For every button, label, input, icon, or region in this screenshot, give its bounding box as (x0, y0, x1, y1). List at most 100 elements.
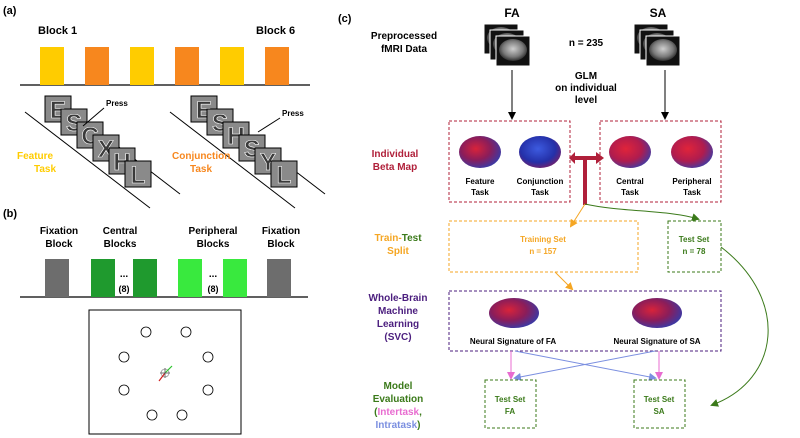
intratask-line: Intratask) (375, 420, 420, 431)
task-block (175, 47, 199, 85)
beta-feature-2: Task (471, 188, 489, 197)
target-circle (140, 326, 152, 338)
target-circle (146, 409, 158, 421)
peripheral-blocks-label-a: Peripheral (189, 226, 238, 237)
beta-central-1: Central (616, 177, 644, 186)
test-fa-label-2: FA (505, 407, 515, 416)
beta-feature-1: Feature (466, 177, 495, 186)
peripheral-ellipsis: ... (209, 269, 218, 280)
target-circle (202, 384, 214, 396)
conjunction-task-label-1: Conjunction (172, 151, 230, 162)
target-circle (118, 351, 130, 363)
panel-a-label: (a) (3, 5, 17, 17)
peripheral-beta-brain (671, 136, 713, 168)
split-label-2: Split (387, 246, 409, 257)
test-sa-label-2: SA (653, 407, 664, 416)
peripheral-block-last (223, 259, 247, 297)
sa-mri-stack (633, 23, 681, 67)
mri-brain-slice (649, 39, 677, 61)
split-label-1: Train-Test (374, 233, 422, 244)
split-test-text: Test (402, 233, 422, 244)
task-block (130, 47, 154, 85)
task-block (265, 47, 289, 85)
central-block-first (91, 259, 115, 297)
target-circle (118, 384, 130, 396)
panel-c-label: (c) (338, 13, 352, 25)
central-beta-brain (609, 136, 651, 168)
peripheral-targets (118, 326, 214, 421)
sa-beta-box (599, 120, 722, 203)
intertask-text: Intertask (377, 407, 419, 418)
test-fa-label-1: Test Set (495, 395, 526, 404)
preprocessed-label-1: Preprocessed (371, 31, 437, 42)
glm-label-1: GLM (575, 71, 597, 82)
peripheral-blocks-label-b: Blocks (197, 239, 230, 250)
fixation-block-label-2a: Fixation (262, 226, 300, 237)
training-to-ml-arrow (554, 271, 574, 291)
beta-peripheral-2: Task (683, 188, 701, 197)
letter-card-glyph: L (131, 162, 146, 189)
conjunction-task-label-2: Task (190, 164, 212, 175)
fixation-block-1 (45, 259, 69, 297)
test-fa-box (484, 379, 537, 429)
target-circle (202, 351, 214, 363)
task-block (85, 47, 109, 85)
central-blocks-label-a: Central (103, 226, 138, 237)
target-circle (180, 326, 192, 338)
letter-card (124, 160, 152, 188)
peripheral-count: (8) (208, 284, 219, 294)
fa-beta-box (448, 120, 571, 203)
block-last-label: Block 6 (256, 25, 295, 37)
conjunction-beta-brain (519, 136, 561, 168)
feature-press-pointer (82, 107, 105, 127)
training-set-n: n = 157 (529, 247, 557, 256)
fa-mri-stack (483, 23, 531, 67)
ml-box (448, 290, 722, 352)
glm-label-2: on individual (555, 83, 617, 94)
wbml-label-4: (SVC) (384, 332, 411, 343)
test-set-box (667, 220, 722, 273)
block-first-label: Block 1 (38, 25, 77, 37)
test-to-eval-arrow (710, 246, 769, 407)
to-training-arrow (569, 203, 586, 228)
beta-conjunction-2: Task (531, 188, 549, 197)
panel-b-label: (b) (3, 208, 17, 220)
fixation-block-label-1a: Fixation (40, 226, 78, 237)
sa-header: SA (650, 6, 667, 20)
to-test-arrow (584, 203, 700, 221)
sa-intratask-arrow (513, 350, 656, 381)
n-total: n = 235 (569, 38, 604, 49)
intratask-text: Intratask (375, 420, 417, 431)
conjunction-press-label: Press (282, 109, 304, 118)
training-set-label: Training Set (520, 235, 566, 244)
beta-merge-connector (569, 152, 604, 205)
task-block (40, 47, 64, 85)
central-fixation-cross (158, 365, 173, 382)
wbml-label-1: Whole-Brain (369, 293, 428, 304)
feature-beta-brain (459, 136, 501, 168)
conjunction-diagonal-1 (169, 111, 296, 209)
fixation-block-2 (267, 259, 291, 297)
fa-header: FA (504, 6, 520, 20)
preprocessed-label-2: fMRI Data (381, 44, 428, 55)
sa-signature-brain (632, 298, 682, 328)
beta-peripheral-1: Peripheral (672, 177, 711, 186)
individual-beta-label-1: Individual (372, 149, 419, 160)
feature-press-label: Press (106, 99, 128, 108)
central-count: (8) (119, 284, 130, 294)
task-blocks (40, 47, 289, 85)
signature-fa-label: Neural Signature of FA (470, 337, 556, 346)
wbml-label-3: Learning (377, 319, 419, 330)
feature-task-label-2: Task (34, 164, 56, 175)
central-blocks-label-b: Blocks (104, 239, 137, 250)
wbml-label-2: Machine (378, 306, 418, 317)
target-circle (176, 409, 188, 421)
feature-diagonal-1 (24, 111, 151, 209)
peripheral-block-first (178, 259, 202, 297)
signature-sa-label: Neural Signature of SA (613, 337, 700, 346)
letter-card (270, 160, 298, 188)
